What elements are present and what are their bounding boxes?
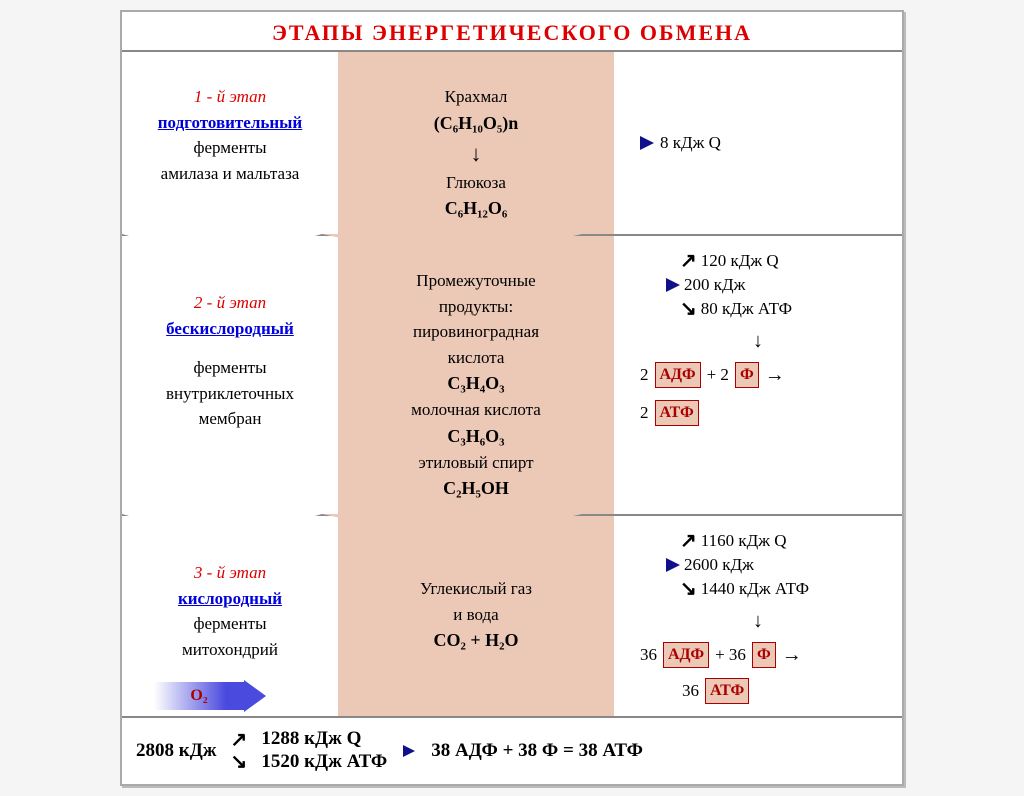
stage3-r1: 1160 кДж Q: [701, 530, 787, 552]
stage2-type: бескислородный: [130, 316, 330, 342]
arrow-se-icon: ↘: [680, 576, 697, 602]
stage2-formula1: C₃H₄O₃: [346, 370, 606, 397]
adp-badge: АДФ: [663, 642, 709, 668]
stage1-sub2: амилаза и мальтаза: [130, 161, 330, 187]
triangle-icon: [403, 745, 415, 757]
arrow-ne-icon: ↗: [680, 528, 697, 554]
summary-heat: 1288 кДж Q: [261, 728, 387, 751]
stage1-right: 8 кДж Q: [614, 52, 902, 234]
p-badge: Ф: [752, 642, 776, 668]
stage2-sub3: мембран: [130, 406, 330, 432]
down-arrow-icon: ↓: [753, 330, 763, 352]
chevron-mid-notch: [322, 234, 582, 262]
triangle-icon: [666, 558, 680, 572]
stage1-substrate: Крахмал: [346, 84, 606, 110]
diagram-page: ЭТАПЫ ЭНЕРГЕТИЧЕСКОГО ОБМЕНА 1 - й этап …: [120, 10, 904, 786]
stage3-r2: 2600 кДж: [684, 554, 754, 576]
stage3-number: 3 - й этап: [130, 560, 330, 586]
stage2-formula3: C₂H₅OH: [346, 475, 606, 502]
stage1-formula1: (C₆H₁₀O₅)n: [346, 110, 606, 137]
arrow-se-icon: ↘: [680, 296, 697, 322]
stage2-r4a: 2: [640, 362, 649, 388]
arrow-right-icon: →: [782, 640, 802, 670]
stage3-m1: Углекислый газ: [346, 576, 606, 602]
stage-1: 1 - й этап подготовительный ферменты ами…: [122, 50, 902, 234]
stage3-r4c: + 36: [715, 642, 746, 668]
stage3-r4a: 36: [640, 642, 657, 668]
stage3-sub2: митохондрий: [130, 637, 330, 663]
stage3-type: кислородный: [130, 586, 330, 612]
stage2-left: 2 - й этап бескислородный ферменты внутр…: [122, 236, 338, 514]
stage1-energy: 8 кДж Q: [660, 130, 721, 156]
stage2-m2: продукты:: [346, 294, 606, 320]
stage1-type: подготовительный: [130, 110, 330, 136]
stage2-m3: пировиноградная: [346, 319, 606, 345]
page-title: ЭТАПЫ ЭНЕРГЕТИЧЕСКОГО ОБМЕНА: [122, 12, 902, 50]
stage2-sub1: ферменты: [130, 355, 330, 381]
triangle-icon: [640, 136, 654, 150]
stage2-number: 2 - й этап: [130, 290, 330, 316]
chevron-mid-notch: [322, 514, 582, 542]
stage2-r2: 200 кДж: [684, 274, 745, 296]
stage3-formula: CO₂ + H₂O: [346, 627, 606, 654]
stage2-m1: Промежуточные: [346, 268, 606, 294]
adp-badge: АДФ: [655, 362, 701, 388]
stage2-formula2: C₃H₆O₃: [346, 423, 606, 450]
stage2-m4: кислота: [346, 345, 606, 371]
summary-equation: 38 АДФ + 38 Ф = 38 АТФ: [431, 740, 643, 762]
atp-badge: АТФ: [655, 400, 699, 426]
stage-3: 3 - й этап кислородный ферменты митохонд…: [122, 514, 902, 716]
stage2-m8: этиловый спирт: [346, 450, 606, 476]
stage3-m2: и вода: [346, 602, 606, 628]
summary-total: 2808 кДж: [136, 740, 217, 762]
o2-label: O₂: [190, 684, 207, 708]
stage3-sub1: ферменты: [130, 611, 330, 637]
atp-badge: АТФ: [705, 678, 749, 704]
down-arrow-icon: ↓: [753, 610, 763, 632]
oxygen-arrow-icon: O₂: [154, 682, 244, 710]
stage2-r1: 120 кДж Q: [701, 250, 779, 272]
stage1-left: 1 - й этап подготовительный ферменты ами…: [122, 52, 338, 234]
stage-2: 2 - й этап бескислородный ферменты внутр…: [122, 234, 902, 514]
stage3-left: 3 - й этап кислородный ферменты митохонд…: [122, 516, 338, 716]
stage3-right: ↗1160 кДж Q 2600 кДж ↘1440 кДж АТФ ↓ 36А…: [614, 516, 902, 716]
summary-row: 2808 кДж ↗↘ 1288 кДж Q 1520 кДж АТФ 38 А…: [122, 716, 902, 784]
stage2-m6: молочная кислота: [346, 397, 606, 423]
stage2-right: ↗120 кДж Q 200 кДж ↘80 кДж АТФ ↓ 2АДФ + 2…: [614, 236, 902, 514]
stage2-mid: Промежуточные продукты: пировиноградная …: [338, 236, 614, 514]
stage3-r3: 1440 кДж АТФ: [701, 578, 809, 600]
stage2-r4c: + 2: [707, 362, 729, 388]
triangle-icon: [666, 278, 680, 292]
stage2-sub2: внутриклеточных: [130, 381, 330, 407]
stage1-number: 1 - й этап: [130, 84, 330, 110]
branch-arrows-icon: ↗↘: [231, 729, 248, 773]
stage2-r3: 80 кДж АТФ: [701, 298, 792, 320]
stage1-sub1: ферменты: [130, 135, 330, 161]
arrow-right-icon: →: [765, 360, 785, 390]
stage2-r5a: 2: [640, 400, 649, 426]
chevron-left-notch: [122, 514, 322, 542]
chevron-left-notch: [122, 234, 322, 262]
stage3-r5a: 36: [682, 678, 699, 704]
summary-atp-e: 1520 кДж АТФ: [261, 751, 387, 774]
p-badge: Ф: [735, 362, 759, 388]
stage1-mid: Крахмал (C₆H₁₀O₅)n ↓ Глюкоза C₆H₁₂O₆: [338, 52, 614, 234]
stage1-product: Глюкоза: [346, 170, 606, 196]
stage3-mid: Углекислый газ и вода CO₂ + H₂O: [338, 516, 614, 716]
stage1-formula2: C₆H₁₂O₆: [346, 195, 606, 222]
down-arrow-icon: ↓: [346, 137, 606, 170]
arrow-ne-icon: ↗: [680, 248, 697, 274]
